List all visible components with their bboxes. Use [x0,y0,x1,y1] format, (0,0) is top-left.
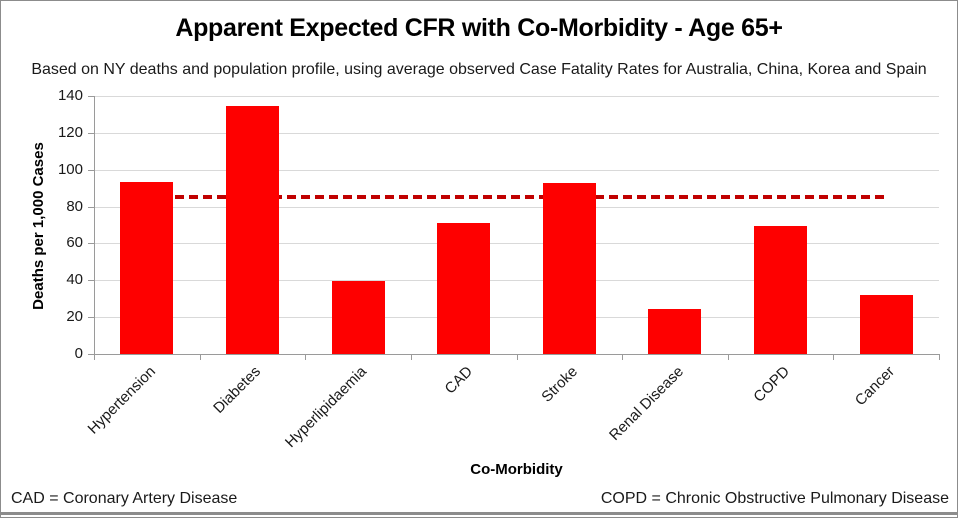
x-axis-tick [939,355,940,360]
gridline [94,169,939,171]
gridline [94,206,939,208]
bar-hypertension [120,181,174,354]
x-axis-tick [305,355,307,360]
x-axis-tick [94,355,95,360]
footnote-cad: CAD = Coronary Artery Disease [11,490,238,507]
window-bottom-edge [1,512,957,515]
plot-area [94,96,939,354]
bar-hyperlipidaemia [331,281,385,354]
x-axis-title: Co-Morbidity [470,461,563,478]
x-axis-tick [410,355,412,360]
bar-renal-disease [648,308,702,354]
y-axis-tick [88,132,94,134]
bar-cancer [859,295,913,354]
gridline [94,132,939,134]
y-tick-label: 40 [66,271,83,289]
gridline [94,280,939,282]
y-axis-tick [88,280,94,282]
x-axis-line [94,354,940,355]
chart-title: Apparent Expected CFR with Co-Morbidity … [175,14,783,42]
gridline [94,243,939,245]
chart-subtitle: Based on NY deaths and population profil… [31,61,927,78]
y-axis-tick [88,317,94,319]
y-tick-label: 20 [66,308,83,326]
y-axis-tick [88,96,94,97]
y-tick-label: 140 [57,87,83,104]
y-tick-label: 100 [57,160,83,178]
y-tick-label: 60 [66,234,83,252]
gridline [94,96,939,97]
y-tick-label: 0 [74,345,83,362]
x-axis-tick [727,355,729,360]
y-tick-label: 120 [57,123,83,141]
bar-stroke [542,182,596,354]
bar-copd [754,225,808,354]
reference-line [146,195,887,200]
y-axis-title: Deaths per 1,000 Cases [30,142,47,310]
y-axis-tick [88,243,94,245]
x-axis-tick [833,355,835,360]
y-axis-tick [88,354,94,355]
x-axis-tick [516,355,518,360]
y-axis-tick [88,206,94,208]
y-axis-tick [88,169,94,171]
y-axis-line [94,96,95,355]
footnote-copd: COPD = Chronic Obstructive Pulmonary Dis… [600,490,949,507]
bar-diabetes [225,106,279,354]
bar-cad [437,223,491,354]
x-axis-tick [622,355,624,360]
y-tick-label: 80 [66,197,83,215]
x-axis-tick [199,355,201,360]
gridline [94,317,939,319]
